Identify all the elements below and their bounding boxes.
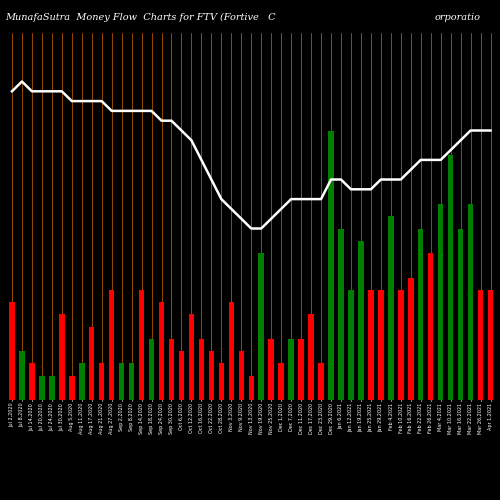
Bar <box>178 351 184 400</box>
Text: (Fortive   C: (Fortive C <box>220 12 276 22</box>
Bar <box>149 339 154 400</box>
Bar <box>288 339 294 400</box>
Bar <box>109 290 114 400</box>
Bar <box>188 314 194 400</box>
Bar <box>488 290 494 400</box>
Bar <box>119 363 124 400</box>
Bar <box>129 363 134 400</box>
Bar <box>9 302 15 400</box>
Bar <box>198 339 204 400</box>
Bar <box>278 363 284 400</box>
Bar <box>169 339 174 400</box>
Text: MunafaSutra  Money Flow  Charts for FTV: MunafaSutra Money Flow Charts for FTV <box>5 12 217 22</box>
Bar <box>248 376 254 400</box>
Bar <box>228 302 234 400</box>
Bar <box>89 326 94 400</box>
Bar <box>398 290 404 400</box>
Bar <box>388 216 394 400</box>
Bar <box>358 241 364 400</box>
Bar <box>268 339 274 400</box>
Bar <box>408 278 414 400</box>
Bar <box>139 290 144 400</box>
Bar <box>159 302 164 400</box>
Bar <box>258 253 264 400</box>
Bar <box>79 363 84 400</box>
Bar <box>39 376 44 400</box>
Bar <box>298 339 304 400</box>
Bar <box>418 228 424 400</box>
Bar <box>99 363 104 400</box>
Bar <box>308 314 314 400</box>
Bar <box>59 314 64 400</box>
Bar <box>448 155 454 400</box>
Bar <box>378 290 384 400</box>
Bar <box>49 376 54 400</box>
Bar <box>69 376 74 400</box>
Bar <box>19 351 24 400</box>
Bar <box>468 204 473 400</box>
Bar <box>208 351 214 400</box>
Bar <box>318 363 324 400</box>
Text: orporatio: orporatio <box>435 12 481 22</box>
Bar <box>218 363 224 400</box>
Bar <box>238 351 244 400</box>
Bar <box>438 204 444 400</box>
Bar <box>428 253 434 400</box>
Bar <box>29 363 34 400</box>
Bar <box>328 130 334 400</box>
Bar <box>458 228 464 400</box>
Bar <box>348 290 354 400</box>
Bar <box>368 290 374 400</box>
Bar <box>338 228 344 400</box>
Bar <box>478 290 484 400</box>
